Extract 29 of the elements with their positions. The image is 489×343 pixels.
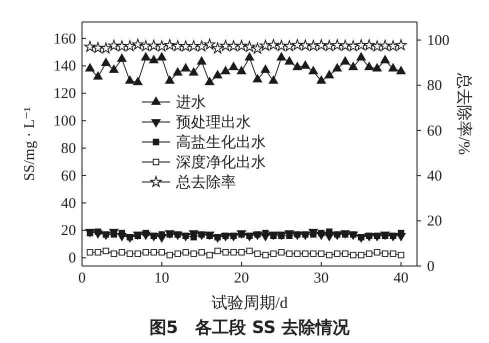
x-tick-label: 20 — [234, 270, 250, 287]
legend-label: 总去除率 — [175, 174, 236, 191]
y-tick-label: 60 — [61, 168, 76, 184]
text: 图5 各工段 SS 去除情况 — [149, 318, 351, 338]
y2-tick-label: 40 — [427, 168, 442, 184]
y-tick-label: 120 — [54, 86, 76, 102]
y-tick-label: 140 — [54, 58, 76, 75]
y2-tick-label: 80 — [427, 78, 442, 94]
y-tick-label: 0 — [68, 250, 76, 267]
y-tick-label: 100 — [54, 113, 76, 130]
y-axis-title: SS/mg · L⁻¹ — [22, 106, 38, 182]
y2-tick-label: 60 — [427, 123, 442, 140]
y-tick-label: 20 — [61, 223, 76, 240]
y2-tick-label: 0 — [427, 258, 434, 275]
y-tick-label: 80 — [61, 140, 76, 157]
legend-label: 高盐生化出水 — [176, 134, 266, 151]
y2-axis-title: 总去除率/% — [455, 72, 473, 155]
y2-tick-label: 100 — [427, 32, 450, 49]
y2-tick-label: 20 — [427, 214, 442, 230]
y-tick-label: 40 — [61, 196, 76, 212]
legend-label: 进水 — [176, 94, 206, 111]
y-tick-label: 160 — [54, 31, 76, 48]
x-tick-label: 10 — [154, 270, 170, 287]
x-axis-title: 试验周期/d — [211, 294, 288, 312]
x-tick-label: 0 — [78, 270, 86, 287]
legend-label: 预处理出水 — [176, 114, 251, 131]
x-tick-label: 40 — [394, 270, 409, 287]
x-tick-label: 30 — [314, 270, 329, 287]
legend-label: 深度净化出水 — [176, 154, 266, 171]
